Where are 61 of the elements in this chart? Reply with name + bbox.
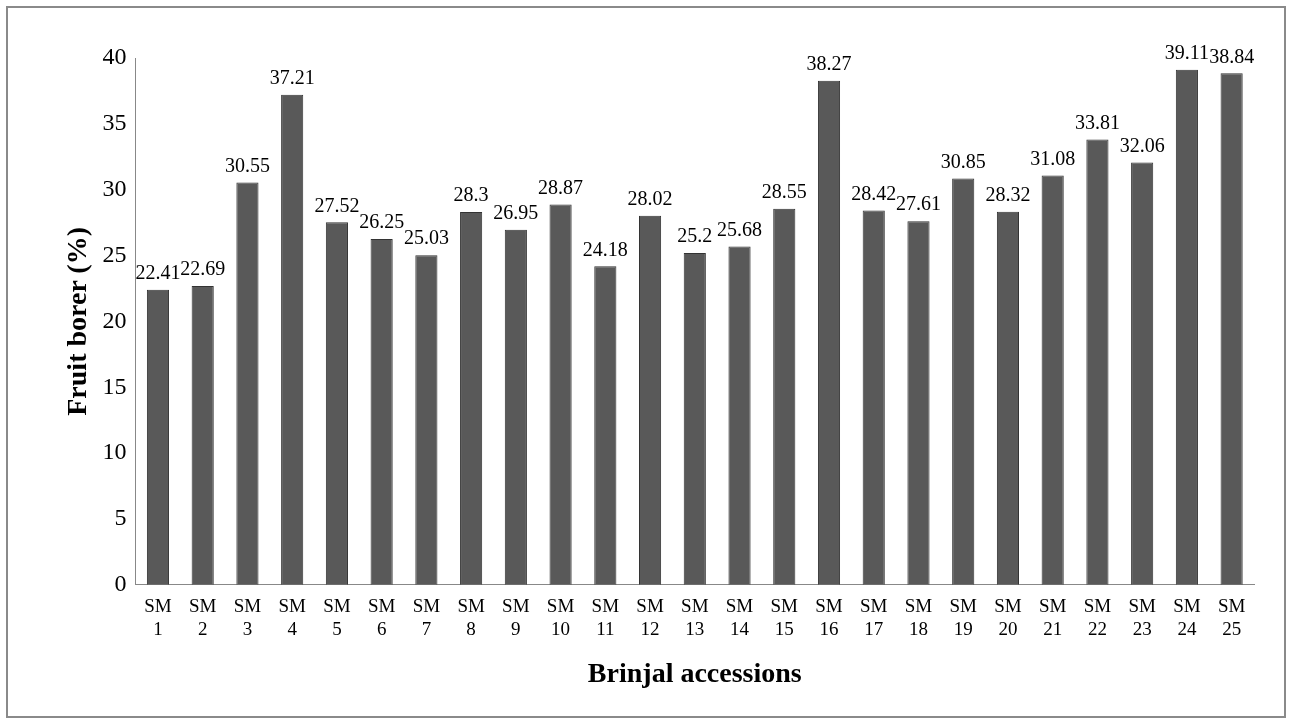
y-tick-label: 30 xyxy=(102,175,127,201)
data-label: 37.21 xyxy=(269,65,315,88)
x-tick-label: SM 24 xyxy=(1173,595,1201,639)
data-label: 30.85 xyxy=(940,149,986,172)
data-label: 28.87 xyxy=(538,175,584,198)
x-tick-label: SM 13 xyxy=(681,595,709,639)
data-label: 25.68 xyxy=(717,217,763,240)
data-label: 32.06 xyxy=(1119,133,1165,156)
x-tick-label: SM 5 xyxy=(323,595,351,639)
x-tick-label: SM 2 xyxy=(188,595,217,639)
data-label: 38.27 xyxy=(806,52,852,75)
x-tick-label: SM 1 xyxy=(144,595,172,639)
data-label: 26.95 xyxy=(493,201,539,224)
data-label: 25.03 xyxy=(403,226,449,249)
x-tick-label: SM 20 xyxy=(994,595,1022,639)
data-label: 31.08 xyxy=(1030,146,1076,169)
x-tick-label: SM 21 xyxy=(1038,595,1067,639)
y-tick-label: 25 xyxy=(102,240,127,267)
x-tick-label: SM 7 xyxy=(412,595,441,639)
y-tick-label: 5 xyxy=(114,504,127,531)
x-tick-label: SM 25 xyxy=(1217,595,1246,639)
data-label: 33.81 xyxy=(1074,110,1120,133)
data-label: 28.32 xyxy=(985,183,1031,206)
x-tick-label: SM 14 xyxy=(725,595,754,639)
data-label: 30.55 xyxy=(224,153,270,176)
data-label: 27.61 xyxy=(895,192,941,215)
x-tick-label: SM 4 xyxy=(278,595,307,639)
y-tick-label: 35 xyxy=(102,109,127,136)
x-tick-label: SM 22 xyxy=(1083,595,1112,639)
x-tick-label: SM 6 xyxy=(367,595,396,639)
x-tick-label: SM 18 xyxy=(904,595,933,639)
y-tick-label: 40 xyxy=(102,43,127,70)
data-label: 28.3 xyxy=(453,183,489,206)
x-tick-label: SM 12 xyxy=(636,595,664,639)
x-tick-label: SM 16 xyxy=(815,595,843,639)
x-tick-label: SM 8 xyxy=(457,595,485,639)
data-label: 28.42 xyxy=(851,181,897,204)
x-tick-label: SM 11 xyxy=(591,595,620,639)
data-label: 28.02 xyxy=(627,187,673,210)
x-axis-title: Brinjal accessions xyxy=(587,657,802,689)
data-label: 22.41 xyxy=(135,260,181,283)
data-label: 24.18 xyxy=(582,237,628,260)
x-tick-label: SM 3 xyxy=(233,595,262,639)
data-label: 39.11 xyxy=(1164,40,1210,63)
data-label: 38.84 xyxy=(1209,44,1255,67)
x-tick-label: SM 23 xyxy=(1128,595,1156,639)
y-tick-label: 15 xyxy=(102,372,127,399)
x-tick-label: SM 15 xyxy=(770,595,799,639)
data-label: 28.55 xyxy=(761,180,807,203)
data-label: 22.69 xyxy=(180,257,226,280)
data-label: 27.52 xyxy=(314,193,360,216)
data-label: 26.25 xyxy=(359,210,405,233)
x-tick-label: SM 9 xyxy=(502,595,530,639)
y-tick-label: 20 xyxy=(102,306,127,333)
x-tick-label: SM 17 xyxy=(860,595,888,639)
x-tick-label: SM 19 xyxy=(949,595,978,639)
y-axis-title: Fruit borer (%) xyxy=(61,227,93,416)
y-tick-label: 0 xyxy=(114,570,127,597)
data-label: 25.2 xyxy=(677,224,713,247)
y-tick-label: 10 xyxy=(102,438,127,465)
x-tick-label: SM 10 xyxy=(546,595,575,639)
